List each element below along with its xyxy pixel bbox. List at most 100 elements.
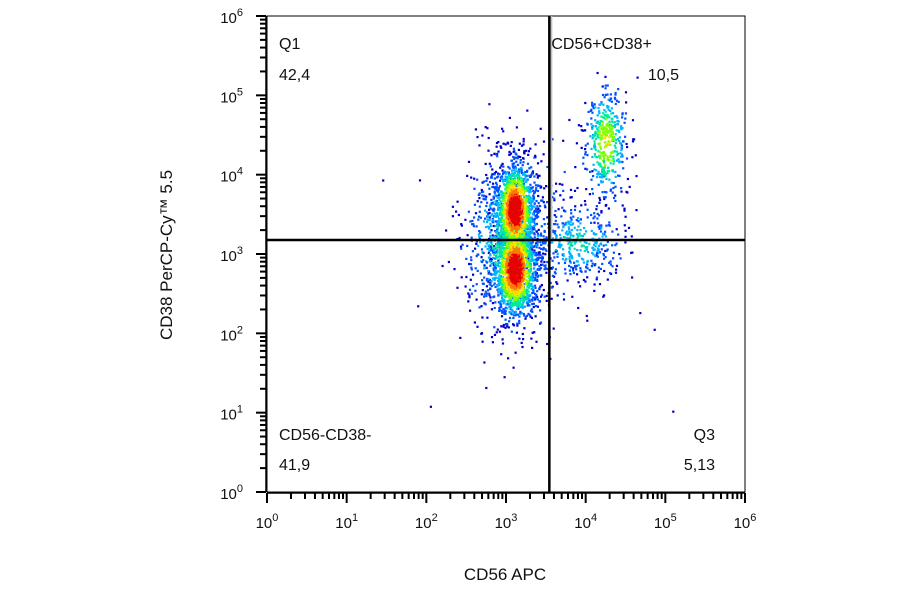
event-dot <box>624 112 627 115</box>
event-dot <box>523 190 526 193</box>
event-dot <box>471 223 474 226</box>
event-dot <box>473 177 476 180</box>
event-dot <box>487 269 490 273</box>
event-dot <box>571 257 574 260</box>
event-dot <box>524 257 527 260</box>
event-dot <box>606 158 609 161</box>
event-dot <box>604 196 607 199</box>
event-dot <box>524 254 528 257</box>
event-dot <box>604 93 607 96</box>
event-dot <box>489 264 492 267</box>
event-dot <box>487 214 490 217</box>
event-dot <box>504 326 507 329</box>
event-dot <box>493 250 496 253</box>
event-dot <box>527 218 531 221</box>
event-dot <box>488 225 491 229</box>
event-dot <box>529 264 532 267</box>
event-dot <box>584 129 587 132</box>
event-dot <box>496 288 499 291</box>
event-dot <box>516 260 519 263</box>
event-dot <box>467 300 470 303</box>
event-dot <box>598 196 601 200</box>
event-dot <box>539 204 542 208</box>
event-dot <box>511 292 514 295</box>
event-dot <box>529 267 532 270</box>
event-dot <box>609 93 612 96</box>
event-dot <box>623 224 626 227</box>
event-dot <box>513 297 516 300</box>
event-dot <box>500 204 503 207</box>
event-dot <box>546 216 549 219</box>
event-dot <box>568 256 571 259</box>
event-dot <box>527 275 530 278</box>
event-dot <box>536 279 539 282</box>
event-dot <box>587 110 590 113</box>
event-dot <box>620 190 623 193</box>
event-dot <box>540 247 543 250</box>
event-dot <box>531 171 534 174</box>
event-dot <box>483 302 486 305</box>
event-dot <box>504 244 507 247</box>
event-dot <box>511 236 514 239</box>
event-dot <box>603 109 606 112</box>
event-dot <box>584 101 587 105</box>
event-dot <box>513 172 516 175</box>
event-dot <box>557 262 560 265</box>
event-dot <box>553 197 556 200</box>
event-dot <box>496 224 499 227</box>
event-dot <box>501 169 504 172</box>
event-dot <box>591 251 594 255</box>
event-dot <box>517 202 520 205</box>
event-dot <box>485 242 488 245</box>
event-dot <box>495 153 498 156</box>
event-dot <box>582 129 585 132</box>
event-dot <box>498 308 501 311</box>
event-dot <box>517 255 520 259</box>
event-dot <box>503 233 506 236</box>
x-tick-label: 104 <box>574 512 597 532</box>
event-dot <box>498 249 501 252</box>
event-dot <box>506 181 509 184</box>
event-dot <box>542 235 545 238</box>
event-dot <box>488 260 491 263</box>
event-dot <box>533 284 537 287</box>
event-dot <box>560 215 563 218</box>
event-dot <box>534 315 537 318</box>
event-dot <box>524 251 528 254</box>
event-dot <box>603 269 606 273</box>
event-dot <box>418 179 422 182</box>
event-dot <box>507 188 511 191</box>
event-dot <box>614 123 617 127</box>
event-dot <box>485 173 488 177</box>
event-dot <box>532 267 535 270</box>
event-dot <box>599 154 602 157</box>
event-dot <box>595 132 598 135</box>
event-dot <box>533 202 536 205</box>
event-dot <box>584 153 587 156</box>
event-dot <box>507 300 510 303</box>
event-dot <box>573 226 576 229</box>
event-dot <box>620 144 623 147</box>
event-dot <box>523 204 527 207</box>
event-dot <box>527 249 530 252</box>
event-dot <box>531 279 534 282</box>
event-dot <box>579 249 582 252</box>
event-dot <box>519 194 522 198</box>
event-dot <box>504 172 508 175</box>
event-dot <box>485 285 488 288</box>
event-dot <box>603 146 606 149</box>
event-dot <box>521 243 524 246</box>
event-dot <box>606 130 609 134</box>
event-dot <box>601 85 604 88</box>
event-dot <box>513 248 516 251</box>
event-dot <box>491 341 494 344</box>
event-dot <box>487 278 490 281</box>
event-dot <box>512 186 515 189</box>
event-dot <box>580 234 583 237</box>
event-dot <box>501 298 504 301</box>
event-dot <box>516 236 520 239</box>
event-dot <box>526 304 529 307</box>
event-dot <box>499 278 502 282</box>
event-dot <box>608 221 611 224</box>
event-dot <box>606 124 609 127</box>
